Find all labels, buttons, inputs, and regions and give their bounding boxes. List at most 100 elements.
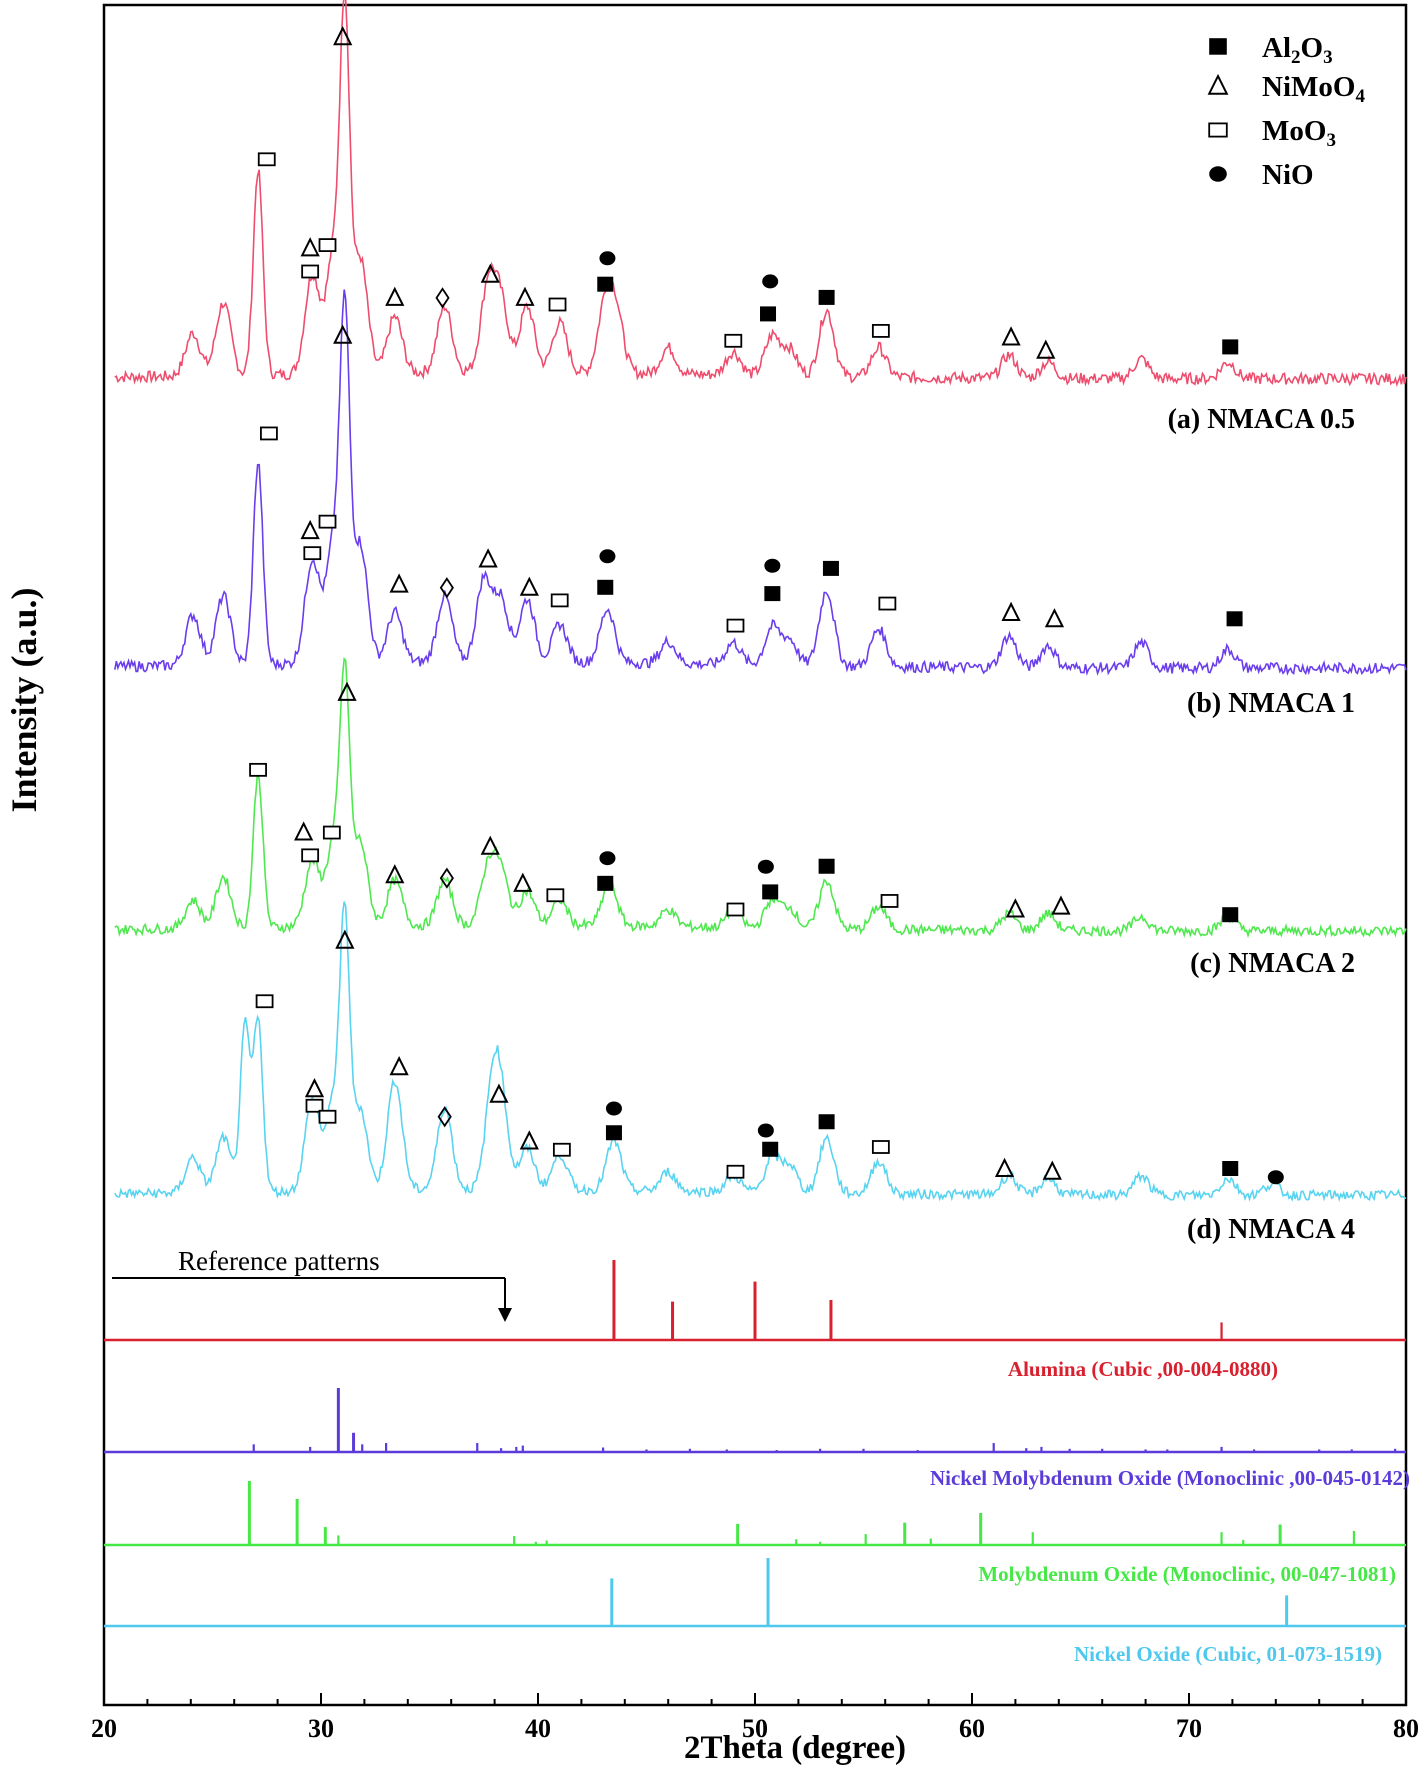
legend-label-1: Al2O3 bbox=[1262, 32, 1333, 68]
phase-marker-filled-square-2-12 bbox=[597, 579, 614, 595]
phase-marker-filled-square-3-14 bbox=[762, 884, 779, 900]
phase-marker-open-square-3-10 bbox=[546, 888, 565, 903]
phase-marker-triangle-2-19 bbox=[1044, 608, 1065, 628]
phase-marker-open-square-4-2 bbox=[255, 994, 274, 1009]
phase-marker-filled-circle-1-11 bbox=[599, 251, 616, 266]
legend-label-4: NiO bbox=[1262, 159, 1314, 191]
phase-marker-open-square-1-4 bbox=[318, 238, 337, 253]
phase-marker-triangle-2-6 bbox=[389, 573, 409, 593]
phase-marker-filled-square-2-14 bbox=[764, 586, 781, 602]
phase-marker-filled-square-2-15 bbox=[822, 560, 839, 576]
phase-marker-triangle-2-8 bbox=[478, 548, 498, 568]
phase-marker-open-square-3-5 bbox=[301, 848, 320, 863]
phase-marker-filled-square-3-15 bbox=[818, 858, 835, 874]
phase-marker-open-square-3-16 bbox=[726, 902, 745, 917]
phase-marker-triangle-3-3 bbox=[294, 821, 314, 841]
phase-marker-triangle-3-1 bbox=[337, 681, 357, 701]
phase-marker-open-square-2-10 bbox=[550, 593, 569, 608]
x-axis-label: 2Theta (degree) bbox=[684, 1730, 906, 1766]
phase-marker-open-square-4-10 bbox=[552, 1142, 571, 1157]
phase-marker-open-square-1-17 bbox=[871, 323, 890, 338]
x-tick-label: 80 bbox=[1393, 1714, 1418, 1743]
x-tick-label: 40 bbox=[525, 1714, 551, 1743]
legend-label-2: NiMoO4 bbox=[1262, 71, 1365, 107]
phase-marker-triangle-2-1 bbox=[333, 324, 353, 344]
reference-arrow bbox=[112, 1277, 512, 1322]
phase-marker-open-square-3-17 bbox=[880, 894, 899, 908]
phase-marker-diamond-1-7 bbox=[435, 287, 450, 309]
phase-marker-triangle-3-6 bbox=[385, 864, 405, 884]
legend-label-3: MoO3 bbox=[1262, 115, 1336, 151]
phase-marker-open-square-4-4 bbox=[305, 1098, 324, 1113]
plot-frame bbox=[102, 3, 1408, 1707]
phase-marker-diamond-2-7 bbox=[439, 577, 454, 599]
legend-symbol-filled-square bbox=[1209, 38, 1227, 55]
phase-marker-triangle-1-9 bbox=[515, 286, 535, 306]
phase-marker-open-square-3-4 bbox=[322, 825, 341, 840]
phase-marker-triangle-1-6 bbox=[385, 286, 405, 306]
phase-marker-filled-square-2-20 bbox=[1226, 611, 1243, 627]
phase-marker-filled-square-3-12 bbox=[597, 875, 614, 891]
series-label-3: (c) NMACA 2 bbox=[1190, 948, 1355, 979]
reference-label-3: Molybdenum Oxide (Monoclinic, 00-047-108… bbox=[978, 1562, 1396, 1586]
phase-marker-filled-square-4-14 bbox=[762, 1141, 779, 1157]
phase-marker-triangle-1-18 bbox=[1001, 326, 1021, 346]
phase-marker-triangle-3-9 bbox=[513, 872, 533, 892]
phase-marker-triangle-4-9 bbox=[519, 1130, 539, 1150]
phase-marker-open-square-2-4 bbox=[318, 514, 337, 529]
legend-symbol-open-square bbox=[1208, 122, 1228, 138]
phase-marker-filled-square-1-14 bbox=[760, 306, 777, 322]
phase-marker-open-square-3-2 bbox=[249, 762, 267, 777]
x-axis: 20 30 40 50 60 70 80 bbox=[91, 1693, 1418, 1743]
phase-marker-triangle-4-8 bbox=[489, 1083, 509, 1103]
phase-marker-filled-square-4-12 bbox=[605, 1125, 622, 1141]
phase-marker-triangle-2-18 bbox=[1001, 601, 1021, 621]
phase-marker-filled-square-4-15 bbox=[818, 1114, 835, 1130]
phase-marker-triangle-1-19 bbox=[1036, 339, 1056, 359]
phase-marker-triangle-3-8 bbox=[480, 835, 500, 855]
phase-marker-triangle-2-9 bbox=[519, 576, 539, 596]
x-tick-label: 50 bbox=[742, 1714, 768, 1743]
reference-label-4: Nickel Oxide (Cubic, 01-073-1519) bbox=[1074, 1642, 1382, 1666]
diffraction-pattern-4 bbox=[114, 901, 1407, 1202]
phase-marker-open-square-4-5 bbox=[318, 1109, 337, 1124]
y-axis-label: Intensity (a.u.) bbox=[4, 587, 44, 812]
phase-marker-filled-circle-4-21 bbox=[1267, 1170, 1284, 1185]
phase-marker-filled-square-1-20 bbox=[1222, 339, 1239, 355]
phase-marker-triangle-3-19 bbox=[1051, 895, 1071, 915]
phase-marker-filled-circle-3-11 bbox=[599, 851, 616, 866]
phase-marker-open-square-1-16 bbox=[724, 333, 743, 348]
phase-marker-open-square-1-5 bbox=[301, 264, 320, 279]
phase-marker-open-square-1-10 bbox=[548, 297, 567, 312]
phase-marker-filled-circle-4-11 bbox=[605, 1101, 622, 1116]
phase-marker-filled-circle-3-13 bbox=[757, 859, 774, 874]
series-layer: (a) NMACA 0.5 (b) NMACA 1 (c) NMACA 2 (d) N… bbox=[114, 0, 1407, 1245]
phase-marker-triangle-3-18 bbox=[1005, 898, 1026, 918]
series-label-2: (b) NMACA 1 bbox=[1187, 688, 1355, 719]
phase-marker-triangle-1-1 bbox=[333, 25, 353, 46]
phase-marker-open-square-4-16 bbox=[726, 1164, 745, 1179]
phase-marker-filled-square-4-20 bbox=[1222, 1161, 1239, 1176]
phase-marker-diamond-4-7 bbox=[437, 1106, 452, 1128]
legend-symbol-triangle bbox=[1207, 73, 1229, 95]
series-label-4: (d) NMACA 4 bbox=[1187, 1214, 1355, 1245]
phase-marker-open-square-2-2 bbox=[260, 426, 278, 441]
diffraction-pattern-2 bbox=[114, 289, 1407, 677]
phase-marker-open-square-2-17 bbox=[878, 596, 897, 611]
x-tick-label: 20 bbox=[91, 1714, 117, 1743]
legend-symbol-filled-circle bbox=[1209, 166, 1227, 182]
x-tick-label: 60 bbox=[959, 1714, 985, 1743]
series-label-1: (a) NMACA 0.5 bbox=[1168, 404, 1355, 435]
phase-marker-triangle-1-3 bbox=[300, 237, 320, 257]
phase-marker-filled-circle-1-13 bbox=[762, 274, 779, 289]
x-tick-label: 70 bbox=[1176, 1714, 1202, 1743]
phase-marker-open-square-1-2 bbox=[257, 152, 276, 167]
phase-marker-open-square-2-5 bbox=[303, 546, 322, 561]
phase-marker-open-square-4-17 bbox=[871, 1140, 890, 1154]
phase-marker-diamond-3-7 bbox=[439, 867, 454, 889]
phase-marker-filled-circle-4-13 bbox=[757, 1123, 774, 1138]
x-tick-label: 30 bbox=[308, 1714, 334, 1743]
phase-marker-filled-circle-2-13 bbox=[764, 558, 781, 573]
reference-label-1: Alumina (Cubic ,00-004-0880) bbox=[1008, 1357, 1278, 1381]
